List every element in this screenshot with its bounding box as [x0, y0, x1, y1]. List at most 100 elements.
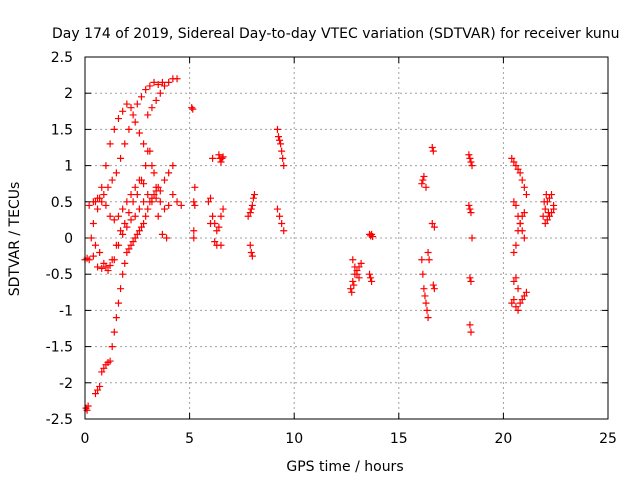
data-point	[516, 169, 524, 177]
data-point	[466, 274, 474, 282]
data-point	[160, 82, 168, 90]
data-point	[516, 220, 524, 228]
data-point	[163, 234, 171, 242]
data-point	[466, 154, 474, 162]
data-point	[249, 194, 257, 202]
data-point	[140, 140, 148, 148]
data-point	[190, 198, 198, 206]
data-point	[512, 241, 520, 249]
data-point	[424, 248, 432, 256]
data-point	[123, 198, 131, 206]
y-axis-label: SDTVAR / TECUs	[7, 182, 23, 297]
data-point	[135, 129, 143, 137]
data-point	[98, 183, 106, 191]
data-point	[112, 169, 120, 177]
data-point	[156, 89, 164, 97]
data-point	[117, 227, 125, 235]
data-point	[539, 212, 547, 220]
data-point	[522, 288, 530, 296]
data-point	[508, 154, 516, 162]
x-axis-label: GPS time / hours	[286, 459, 403, 475]
data-point	[102, 201, 110, 209]
data-point	[369, 233, 377, 241]
data-point	[244, 212, 252, 220]
data-point	[119, 270, 127, 278]
data-point	[520, 234, 528, 242]
series-t22	[539, 191, 558, 228]
data-point	[465, 201, 473, 209]
data-point	[127, 191, 135, 199]
data-point	[428, 144, 436, 151]
data-point	[422, 183, 430, 191]
data-point	[278, 220, 286, 228]
data-point	[430, 223, 438, 231]
data-point	[421, 292, 429, 300]
data-point	[169, 162, 177, 170]
data-point	[540, 198, 548, 206]
data-point	[191, 201, 199, 209]
data-point	[135, 227, 143, 235]
data-point	[355, 274, 363, 282]
data-point	[152, 183, 160, 191]
data-point	[106, 262, 114, 270]
x-tick-label: 0	[81, 431, 90, 447]
data-point	[510, 198, 518, 206]
series-arc-peak-1.85	[89, 100, 177, 228]
data-point	[514, 306, 522, 314]
data-point	[465, 151, 473, 159]
data-point	[353, 270, 361, 278]
data-point	[246, 209, 254, 217]
data-point	[366, 270, 374, 278]
data-point	[144, 111, 152, 119]
data-point	[114, 299, 122, 307]
data-point	[512, 274, 520, 282]
data-point	[96, 382, 104, 390]
data-point	[94, 205, 102, 213]
data-point	[514, 227, 522, 235]
data-point	[177, 201, 185, 209]
data-point	[516, 299, 524, 307]
data-point	[84, 402, 92, 410]
data-point	[423, 306, 431, 314]
series-t18.5	[465, 151, 476, 336]
data-point	[419, 270, 427, 278]
data-point	[349, 277, 357, 285]
data-point	[512, 201, 520, 209]
data-point	[419, 176, 427, 184]
data-point	[510, 248, 518, 256]
data-point	[127, 104, 135, 112]
data-point	[137, 176, 145, 184]
data-point	[94, 263, 102, 271]
data-point	[275, 133, 283, 141]
data-point	[204, 198, 212, 206]
data-point	[152, 194, 160, 202]
data-point	[467, 209, 475, 217]
data-point	[209, 212, 217, 220]
data-point	[89, 220, 97, 228]
data-point	[520, 292, 528, 300]
series-t13.7	[366, 230, 377, 285]
data-point	[160, 205, 168, 213]
series-t9	[273, 125, 288, 235]
data-point	[144, 205, 152, 213]
data-point	[106, 212, 114, 220]
data-point	[104, 267, 112, 275]
data-point	[148, 104, 156, 112]
data-point	[514, 165, 522, 173]
y-tick-label: 2	[64, 86, 73, 102]
data-point	[430, 285, 438, 293]
data-point	[248, 201, 256, 209]
data-point	[468, 162, 476, 170]
data-point	[150, 191, 158, 199]
data-point	[131, 118, 139, 126]
data-point	[119, 205, 127, 213]
data-point	[98, 198, 106, 206]
data-point	[150, 169, 158, 177]
data-point	[123, 223, 131, 231]
data-point	[424, 314, 432, 322]
data-point	[367, 274, 375, 282]
data-point	[467, 328, 475, 336]
data-point	[215, 151, 223, 159]
grid	[85, 57, 608, 419]
data-point	[131, 234, 139, 242]
